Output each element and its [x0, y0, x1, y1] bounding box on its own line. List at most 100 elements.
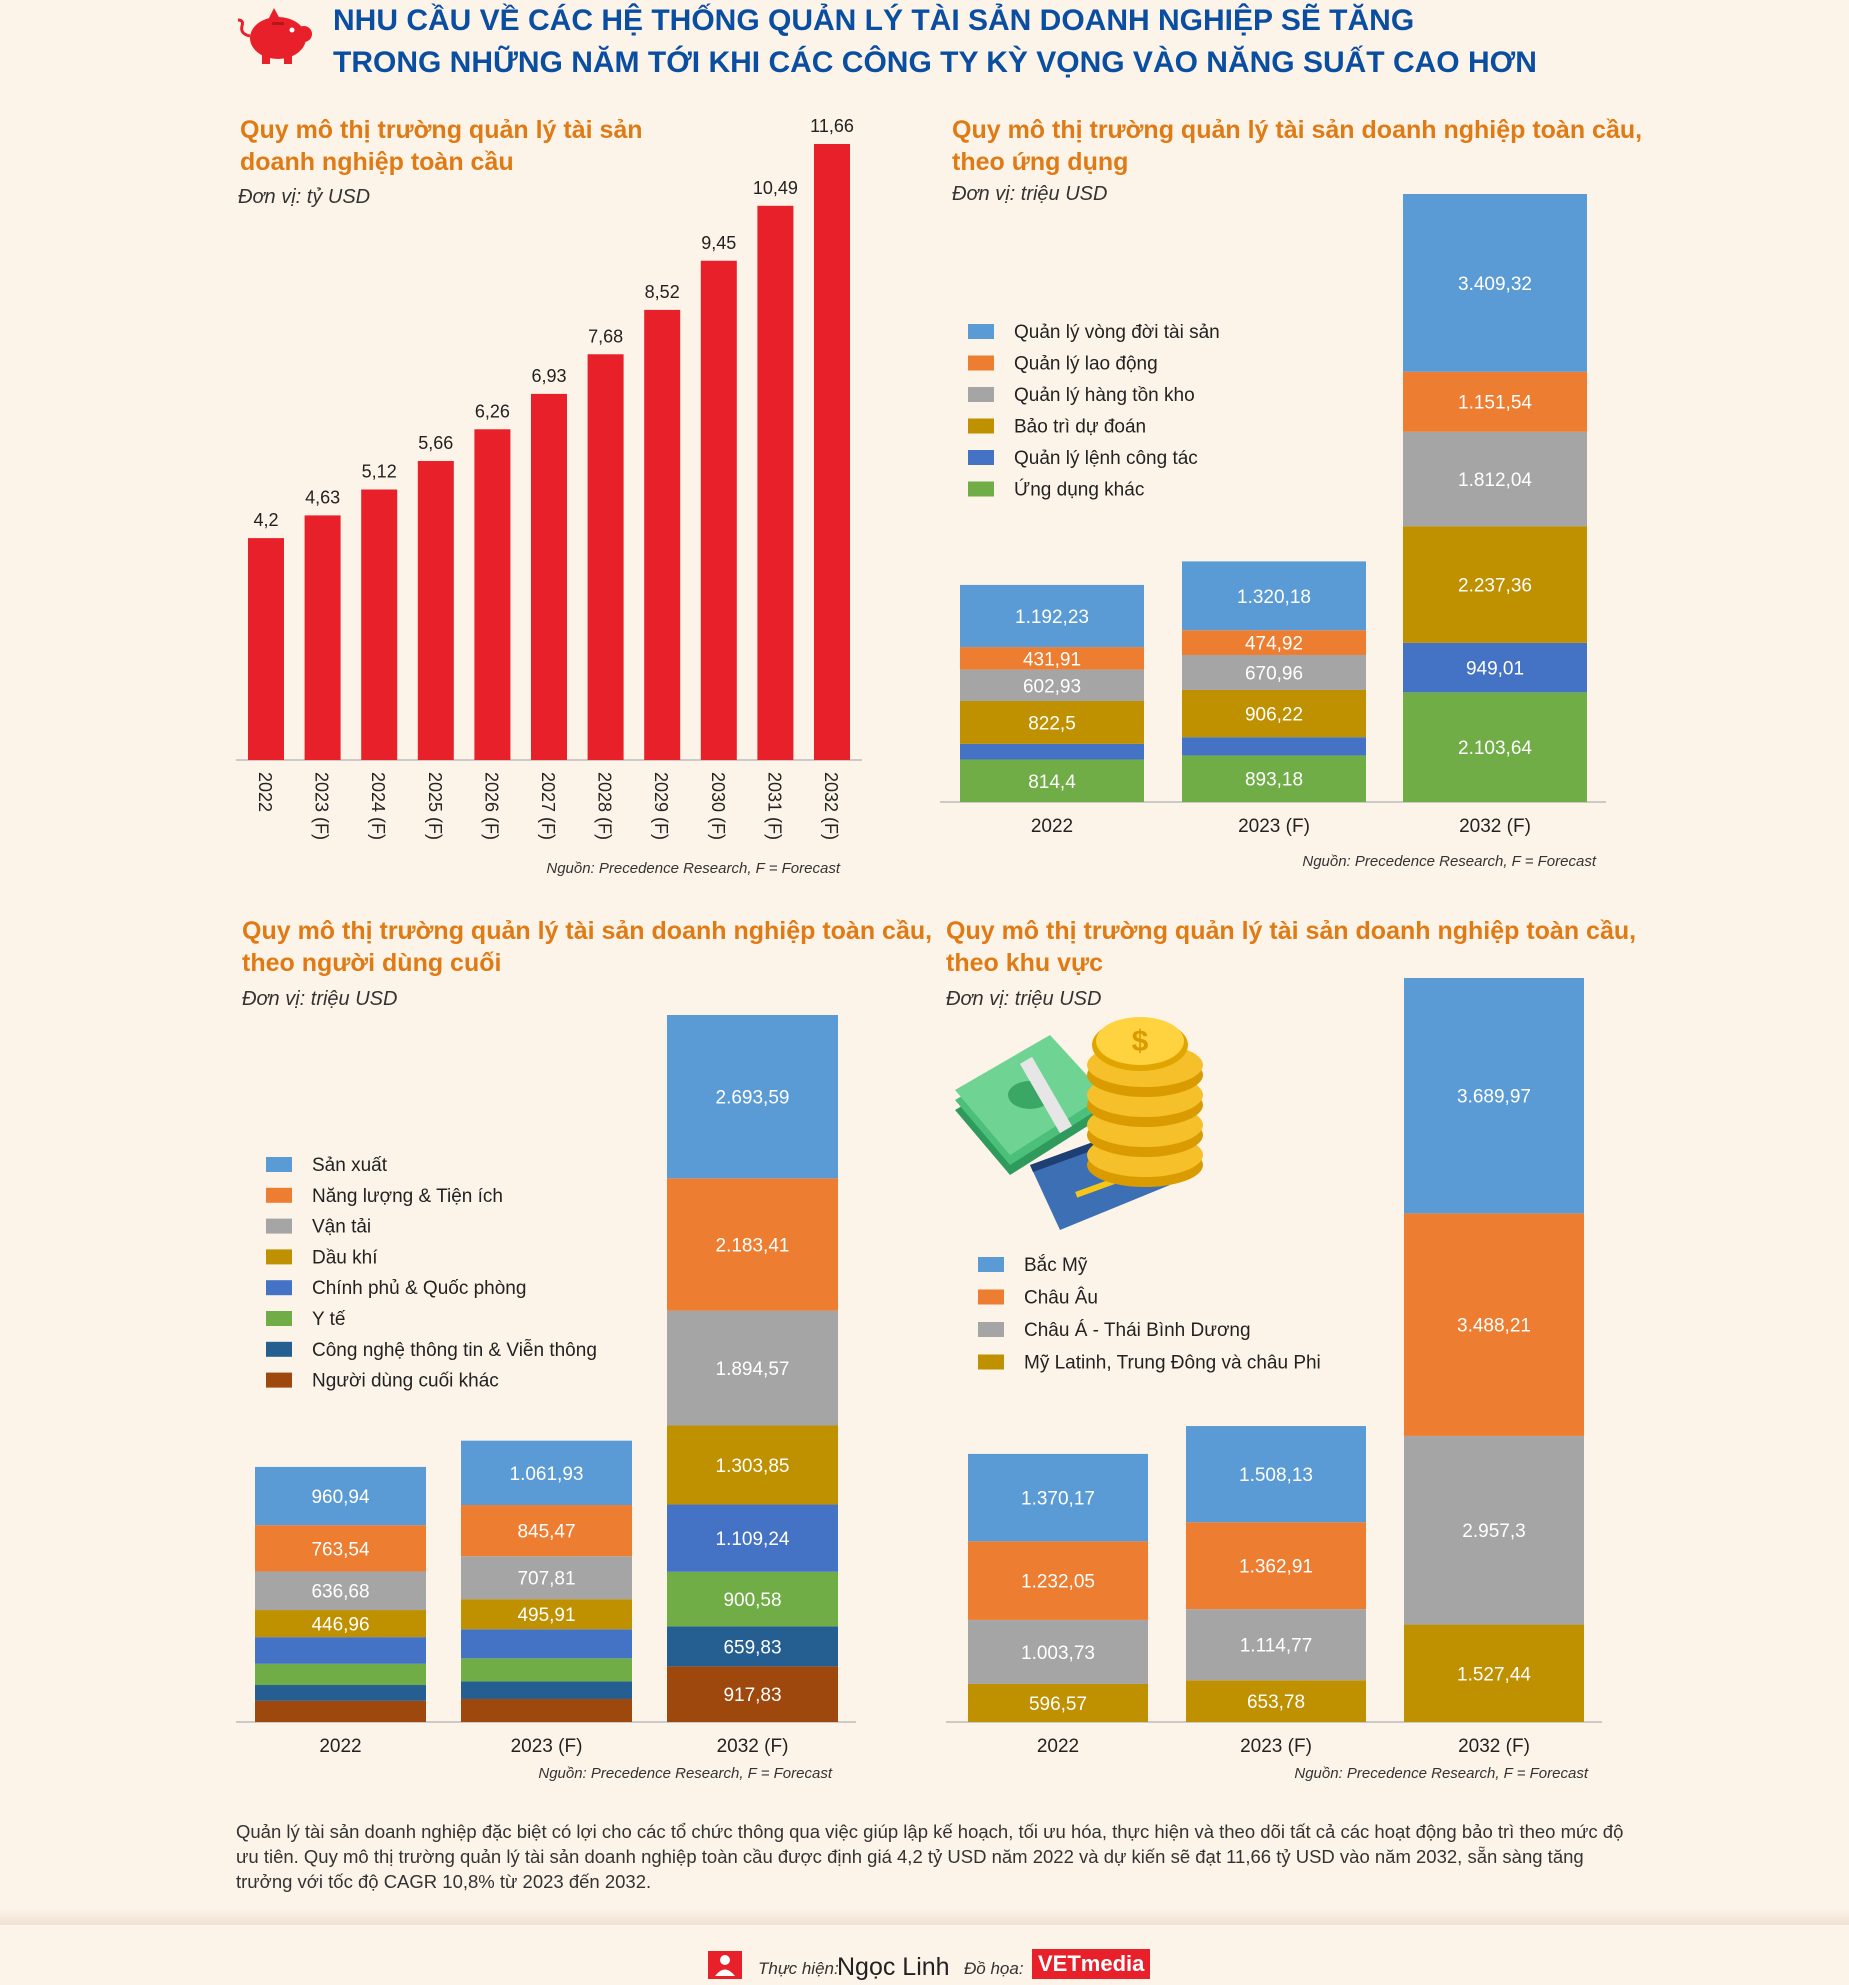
chart1-tick-label: 2032 (F): [821, 772, 841, 840]
chart2-segment: [960, 759, 1144, 802]
chart3-tick-label: 2032 (F): [717, 1736, 789, 1757]
chart1-tick-label: 2029 (F): [651, 772, 671, 840]
chart3-source: Nguồn: Precedence Research, F = Forecast: [538, 1765, 832, 1782]
chart3-legend-label: Y tế: [312, 1309, 346, 1330]
chart2-tick-label: 2023 (F): [1238, 816, 1310, 837]
chart4-legend-swatch: [978, 1289, 1004, 1305]
chart1-tick-label: 2027 (F): [538, 772, 558, 840]
chart2-legend-label: Quản lý vòng đời tài sản: [1014, 322, 1220, 343]
chart4-segment-label: 2.957,3: [1462, 1521, 1525, 1542]
chart4-legend-label: Mỹ Latinh, Trung Đông và châu Phi: [1024, 1353, 1321, 1374]
chart4-segment-label: 1.362,91: [1239, 1557, 1313, 1578]
chart2-segment-label: 602,93: [1023, 676, 1081, 697]
chart2-segment: [1403, 692, 1587, 802]
chart2-source: Nguồn: Precedence Research, F = Forecast: [1302, 853, 1596, 870]
author-name: Ngọc Linh: [837, 1953, 950, 1981]
chart1-tick-label: 2026 (F): [481, 772, 501, 840]
chart2-segment-label: 814,4: [1028, 772, 1076, 793]
chart3-segment: [461, 1440, 632, 1506]
chart4-segment-label: 1.527,44: [1457, 1664, 1531, 1685]
chart4-legend-swatch: [978, 1322, 1004, 1337]
chart1-data-label: 10,49: [753, 178, 798, 198]
chart4-segment: [1404, 978, 1584, 1214]
chart2-segment: [960, 701, 1144, 744]
chart3-segment: [667, 1571, 838, 1627]
chart3-segment: [667, 1425, 838, 1505]
chart3-segment: [667, 1504, 838, 1572]
chart4-title: Quy mô thị trường quản lý tài sản doanh …: [946, 915, 1636, 979]
chart4-tick-label: 2023 (F): [1240, 1736, 1312, 1757]
money-coins-card-icon: $: [955, 1015, 1215, 1245]
chart1-data-label: 4,2: [253, 510, 278, 530]
chart2-segment-label: 822,5: [1028, 713, 1076, 734]
chart1-data-label: 9,45: [701, 233, 736, 253]
page-title: NHU CẦU VỀ CÁC HỆ THỐNG QUẢN LÝ TÀI SẢN …: [333, 0, 1833, 84]
chart1-bar: [644, 309, 681, 760]
chart1-data-label: 11,66: [810, 116, 854, 136]
piggy-bank-icon: [234, 6, 314, 66]
chart3-segment-label: 659,83: [723, 1637, 781, 1658]
chart2-tick-label: 2022: [1031, 816, 1073, 837]
chart3-segment-label: 900,58: [723, 1590, 781, 1611]
svg-text:$: $: [1132, 1025, 1149, 1058]
chart4-segment: [1186, 1680, 1366, 1722]
chart3-legend-swatch: [266, 1372, 292, 1388]
chart4-segment-label: 1.003,73: [1021, 1643, 1095, 1664]
chart2-legend-label: Quản lý hàng tồn kho: [1014, 385, 1195, 406]
chart2-legend-swatch: [968, 418, 994, 434]
chart2-title-line2: theo ứng dụng: [952, 148, 1129, 176]
chart3-segment-label: 495,91: [517, 1605, 575, 1626]
chart3-legend-swatch: [266, 1341, 292, 1357]
chart2-segment: [960, 743, 1144, 760]
chart3-tick-label: 2023 (F): [511, 1736, 583, 1757]
chart1-bar: [417, 460, 454, 760]
chart1-bar: [587, 354, 624, 760]
chart2-segment: [1182, 689, 1366, 738]
chart2-tick-label: 2032 (F): [1459, 816, 1531, 837]
chart2-legend-swatch: [968, 481, 994, 497]
chart4-source: Nguồn: Precedence Research, F = Forecast: [1294, 1765, 1588, 1782]
vetmedia-logo: VETmedia: [1032, 1949, 1151, 1979]
chart2-legend-label: Ứng dụng khác: [1014, 479, 1144, 501]
chart3-segment-label: 845,47: [517, 1522, 575, 1543]
chart3-segment: [667, 1666, 838, 1722]
chart4-segment-label: 1.232,05: [1021, 1572, 1095, 1593]
chart3-segment-label: 707,81: [517, 1569, 575, 1590]
chart2-legend-label: Quản lý lao động: [1014, 354, 1158, 375]
chart4-unit: Đơn vị: triệu USD: [946, 988, 1102, 1010]
chart3-title: Quy mô thị trường quản lý tài sản doanh …: [242, 915, 932, 979]
chart2-segment-label: 2.237,36: [1458, 576, 1532, 597]
chart2-segment: [1403, 526, 1587, 643]
chart3-segment: [667, 1626, 838, 1667]
chart1-source: Nguồn: Precedence Research, F = Forecast: [546, 860, 840, 877]
chart1-title-line2: doanh nghiệp toàn cầu: [240, 148, 514, 176]
chart2-segment-label: 2.103,64: [1458, 738, 1532, 759]
chart2-segment-label: 431,91: [1023, 649, 1081, 670]
chart3-legend-swatch: [266, 1311, 292, 1326]
chart4-segment-label: 1.114,77: [1240, 1636, 1313, 1657]
chart2-segment: [1403, 194, 1587, 372]
chart2-segment: [960, 584, 1144, 648]
chart3-segment-label: 1.061,93: [510, 1464, 584, 1485]
chart2-title-line1: Quy mô thị trường quản lý tài sản doanh …: [952, 116, 1643, 144]
chart4-segment: [968, 1541, 1148, 1620]
chart4-segment-label: 1.508,13: [1239, 1465, 1313, 1486]
chart3-segment-label: 636,68: [311, 1582, 369, 1603]
chart3-segment-label: 446,96: [311, 1615, 369, 1636]
chart4-segment-label: 1.370,17: [1021, 1489, 1095, 1510]
chart4-tick-label: 2032 (F): [1458, 1736, 1530, 1757]
chart1-bar: [304, 515, 341, 760]
page-title-line2: TRONG NHỮNG NĂM TỚI KHI CÁC CÔNG TY KỲ V…: [333, 46, 1537, 79]
chart2-legend-swatch: [968, 450, 994, 465]
chart2-segment: [1182, 561, 1366, 631]
chart3-title-line2: theo người dùng cuối: [242, 949, 502, 977]
chart3-tick-label: 2022: [319, 1736, 361, 1757]
chart1-title: Quy mô thị trường quản lý tài sản doanh …: [240, 114, 643, 178]
chart2-segment: [1182, 654, 1366, 690]
chart3-legend-swatch: [266, 1218, 292, 1234]
chart3-segment: [255, 1610, 426, 1638]
chart3-segment-label: 763,54: [311, 1539, 370, 1560]
chart3-segment-label: 960,94: [311, 1487, 370, 1508]
chart4-segment-label: 3.689,97: [1457, 1087, 1531, 1108]
